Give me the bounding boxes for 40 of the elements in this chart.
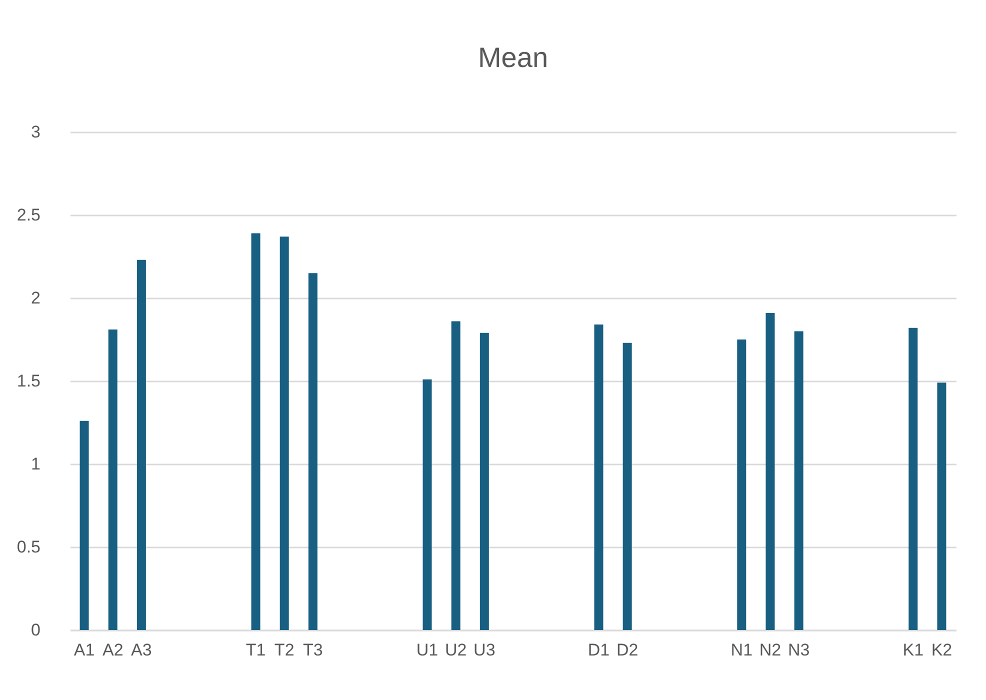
bar [280,236,289,630]
x-tick-label: D2 [616,640,638,660]
bar [480,332,489,630]
x-tick-label: N3 [788,640,810,660]
bar [937,382,946,630]
x-tick-label: K1 [902,640,924,660]
bar [80,420,89,630]
y-tick-label: 0.5 [16,538,40,556]
y-tick-label: 2.5 [16,206,40,224]
x-tick-label: T2 [274,640,294,660]
x-tick-label: N1 [730,640,753,660]
x-tick-label: A1 [74,640,95,660]
chart-title: Mean [478,42,548,73]
x-tick-label: T1 [246,640,266,660]
x-tick-label: A2 [102,640,124,660]
bar [108,330,118,630]
y-tick-label: 3 [31,122,40,142]
y-tick-label: 1.5 [16,372,40,390]
bar [794,331,804,630]
bar [622,342,632,630]
x-tick-label: N2 [759,640,782,660]
bar [594,324,604,630]
x-tick-label: T3 [303,640,323,660]
x-tick-label: D1 [588,640,610,660]
bar [908,328,918,630]
x-tick-label: U2 [444,640,467,660]
y-tick-label: 2 [31,288,40,308]
bar [136,260,146,630]
bar [451,321,460,630]
bar [737,340,746,630]
x-tick-label: A3 [131,640,152,660]
x-tick-label: U3 [474,640,496,660]
bar [422,379,432,630]
x-tick-label: U1 [416,640,438,660]
y-tick-label: 1 [31,454,40,474]
bar [308,273,318,630]
bar [251,233,260,630]
x-tick-label: K2 [931,640,952,660]
bar [766,312,775,630]
y-tick-label: 0 [31,620,40,640]
